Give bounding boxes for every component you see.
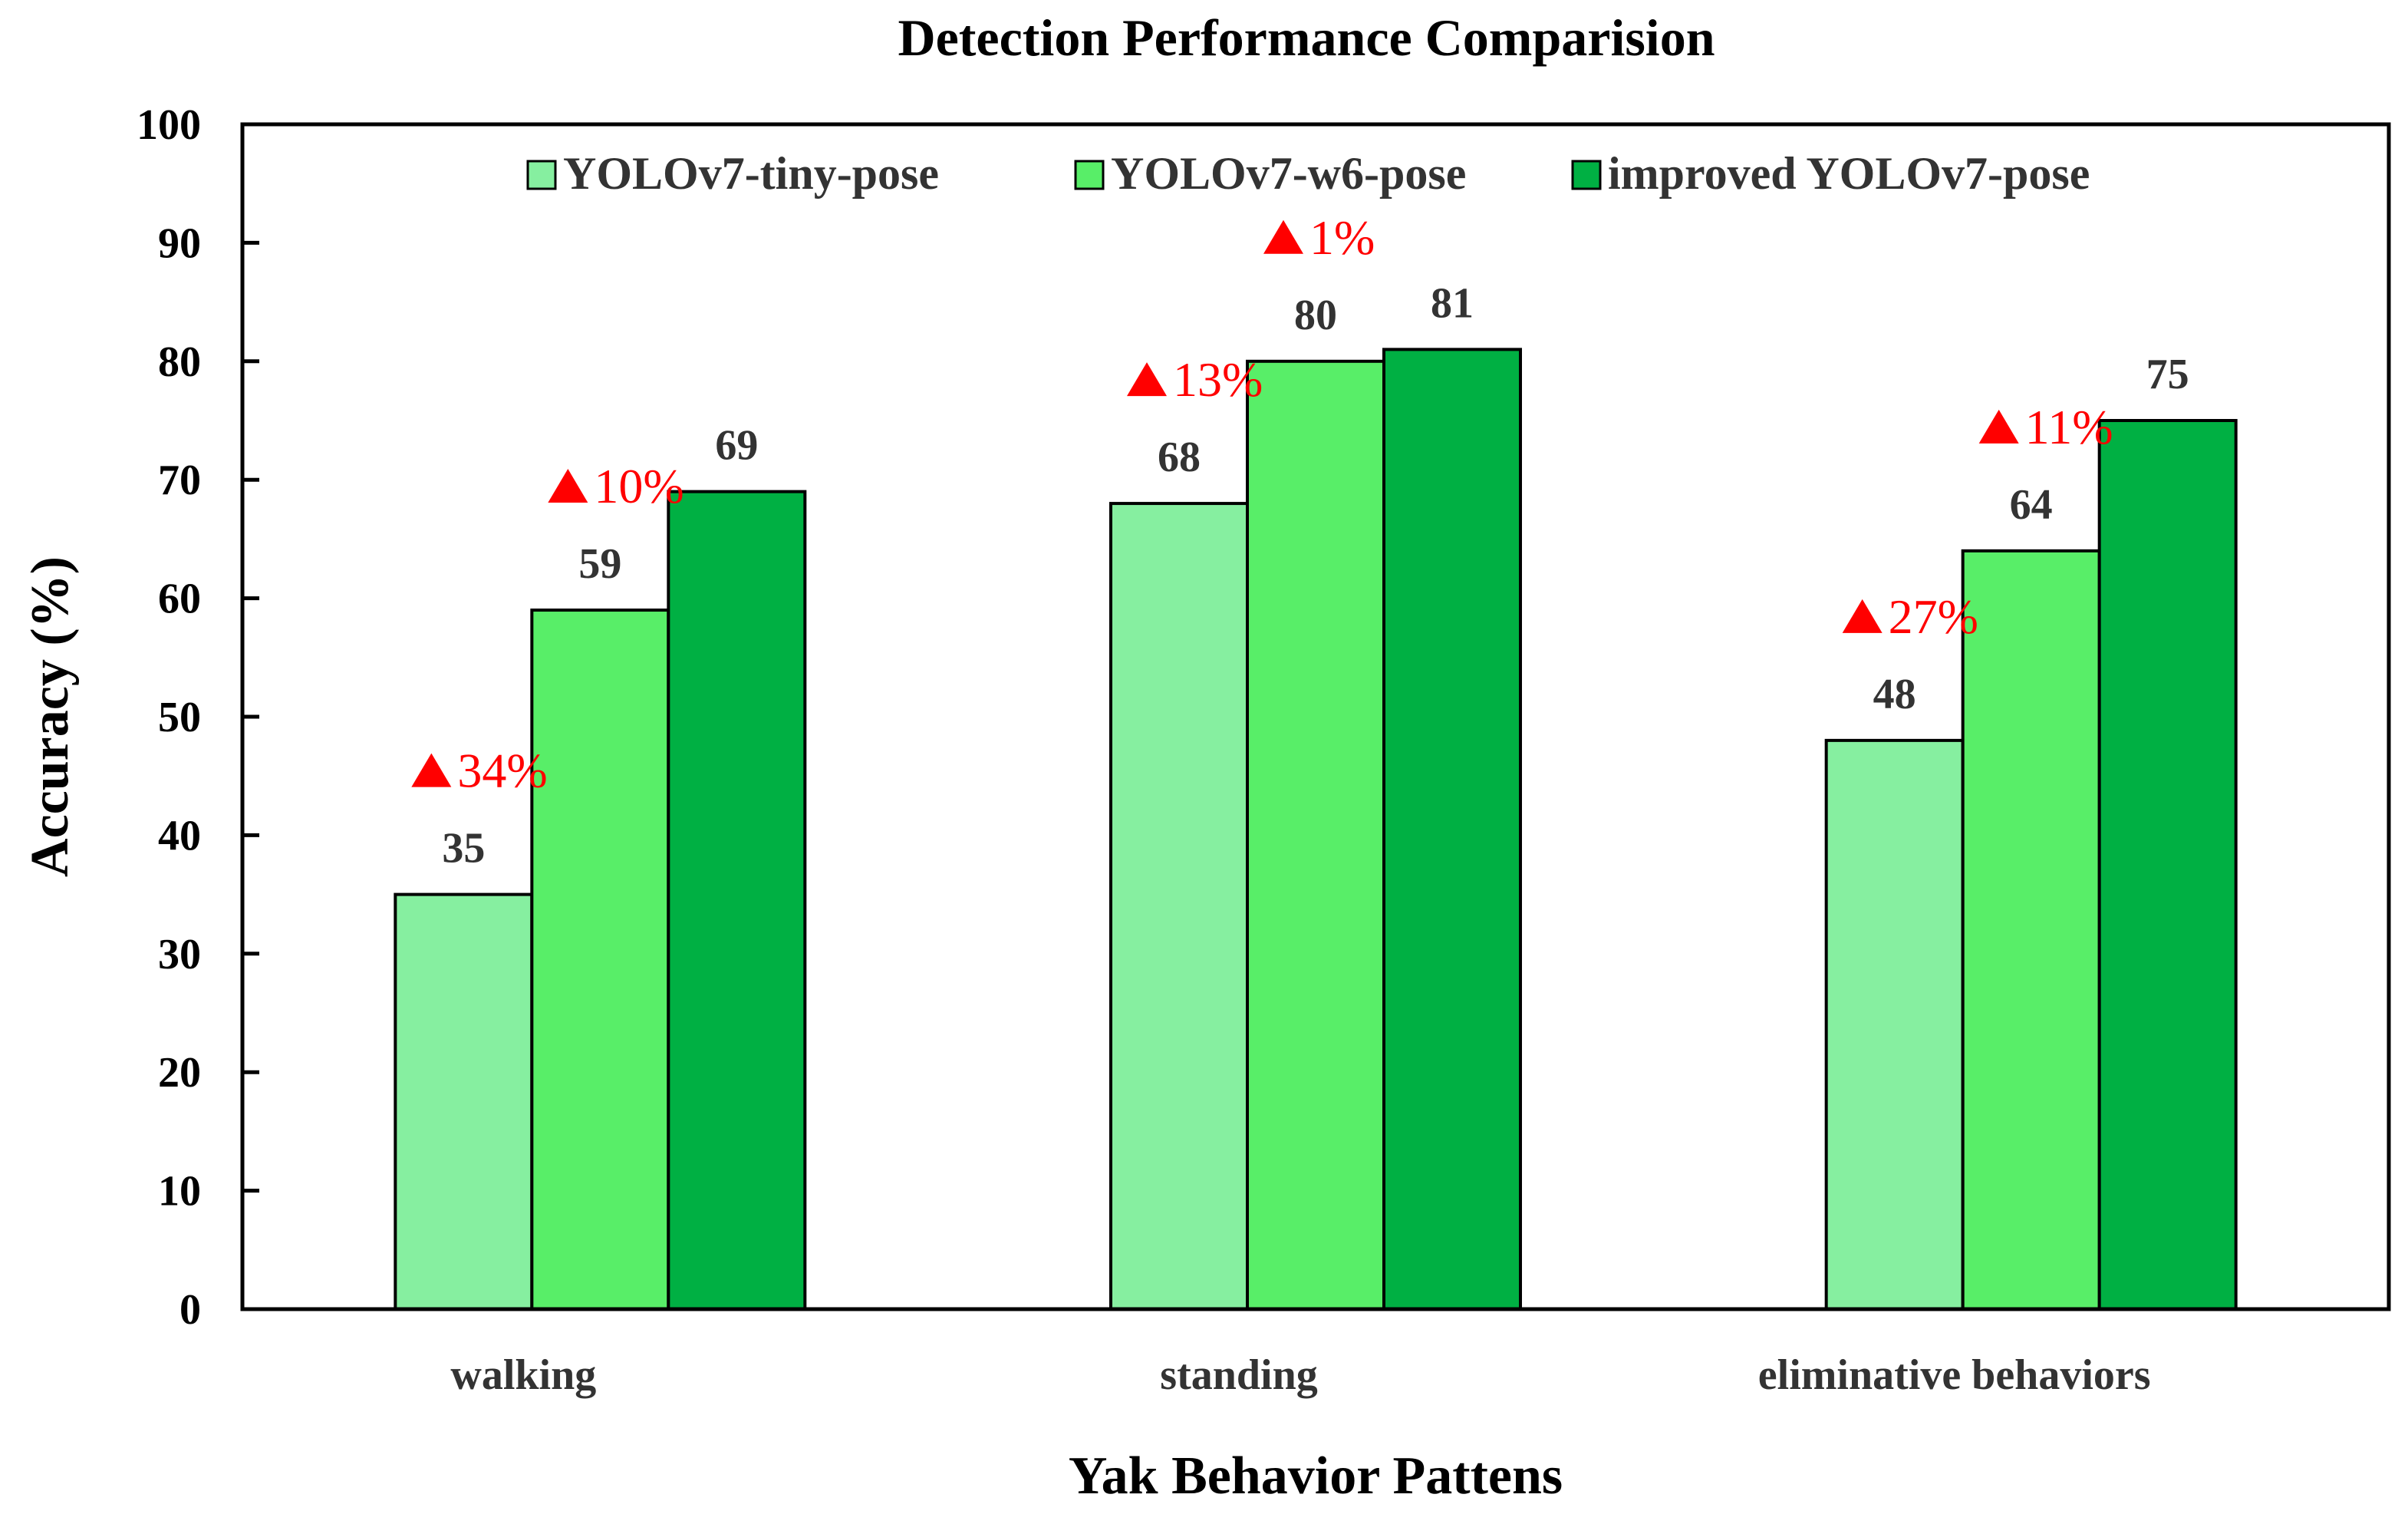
- y-axis-label: Accuracy (%): [21, 556, 80, 877]
- plot-area-frame: [240, 122, 2391, 1311]
- improvement-label: 34%: [457, 744, 547, 798]
- legend-swatch: [1571, 160, 1602, 190]
- up-triangle-icon: [1127, 362, 1167, 397]
- legend-label: improved YOLOv7-pose: [1608, 148, 2090, 199]
- bars: [394, 348, 2238, 1311]
- up-triangle-icon: [1978, 409, 2019, 444]
- up-triangle-icon: [411, 753, 452, 787]
- improvement-label: 10%: [594, 459, 684, 513]
- bar: [1109, 502, 1249, 1311]
- legend-swatch: [1074, 160, 1105, 190]
- y-axis-ticks: 0 10 20 30 40 50 60 70 80 90 100: [137, 101, 259, 1334]
- y-tick-label: 40: [158, 812, 201, 859]
- bar: [1246, 359, 1385, 1311]
- x-axis-categories: walking standing eliminative behaviors: [450, 1351, 2150, 1399]
- data-label: 80: [1294, 292, 1337, 339]
- y-tick-label: 90: [158, 219, 201, 267]
- bar: [1961, 549, 2101, 1311]
- data-label: 64: [2010, 481, 2053, 529]
- improvement-label: 13%: [1173, 352, 1263, 407]
- legend-label: YOLOv7-w6-pose: [1111, 148, 1466, 199]
- x-axis-label: Yak Behavior Pattens: [1069, 1446, 1563, 1506]
- y-tick-label: 30: [158, 931, 201, 978]
- y-tick-label: 50: [158, 694, 201, 741]
- data-label: 59: [578, 540, 621, 588]
- improvement-label: 1%: [1309, 210, 1375, 265]
- up-triangle-icon: [1842, 599, 1883, 633]
- value-labels: 35 68 48 59 80 64 69 81 75: [442, 279, 2189, 872]
- bar: [2097, 419, 2238, 1311]
- y-tick-label: 10: [158, 1168, 201, 1216]
- improvement-label: 27%: [1889, 589, 1978, 644]
- data-label: 48: [1873, 671, 1916, 718]
- legend-label: YOLOv7-tiny-pose: [563, 148, 939, 199]
- bar: [667, 490, 807, 1311]
- legend-swatch: [526, 160, 557, 190]
- y-tick-label: 0: [180, 1286, 201, 1334]
- y-tick-label: 80: [158, 338, 201, 386]
- bar: [1824, 738, 1965, 1311]
- improvement-label: 11%: [2025, 400, 2113, 454]
- up-triangle-icon: [1263, 219, 1303, 254]
- improvement-annotations: 34% 10% 13% 1% 27% 11%: [411, 210, 2113, 798]
- bar: [530, 609, 670, 1311]
- data-label: 75: [2146, 351, 2189, 398]
- data-label: 35: [442, 825, 485, 873]
- chart-title: Detection Performance Comparision: [898, 8, 1715, 67]
- y-tick-label: 70: [158, 457, 201, 504]
- data-label: 68: [1158, 434, 1201, 481]
- bar: [394, 892, 534, 1311]
- x-tick-label: eliminative behaviors: [1758, 1351, 2151, 1399]
- data-label: 81: [1431, 279, 1474, 327]
- legend: YOLOv7-tiny-pose YOLOv7-w6-pose improved Y…: [526, 148, 2090, 199]
- y-tick-label: 60: [158, 576, 201, 623]
- x-tick-label: standing: [1160, 1351, 1317, 1399]
- x-tick-label: walking: [450, 1351, 596, 1399]
- y-tick-label: 20: [158, 1049, 201, 1097]
- y-tick-label: 100: [137, 101, 201, 149]
- bar: [1382, 348, 1522, 1311]
- data-label: 69: [715, 422, 758, 470]
- up-triangle-icon: [548, 469, 588, 503]
